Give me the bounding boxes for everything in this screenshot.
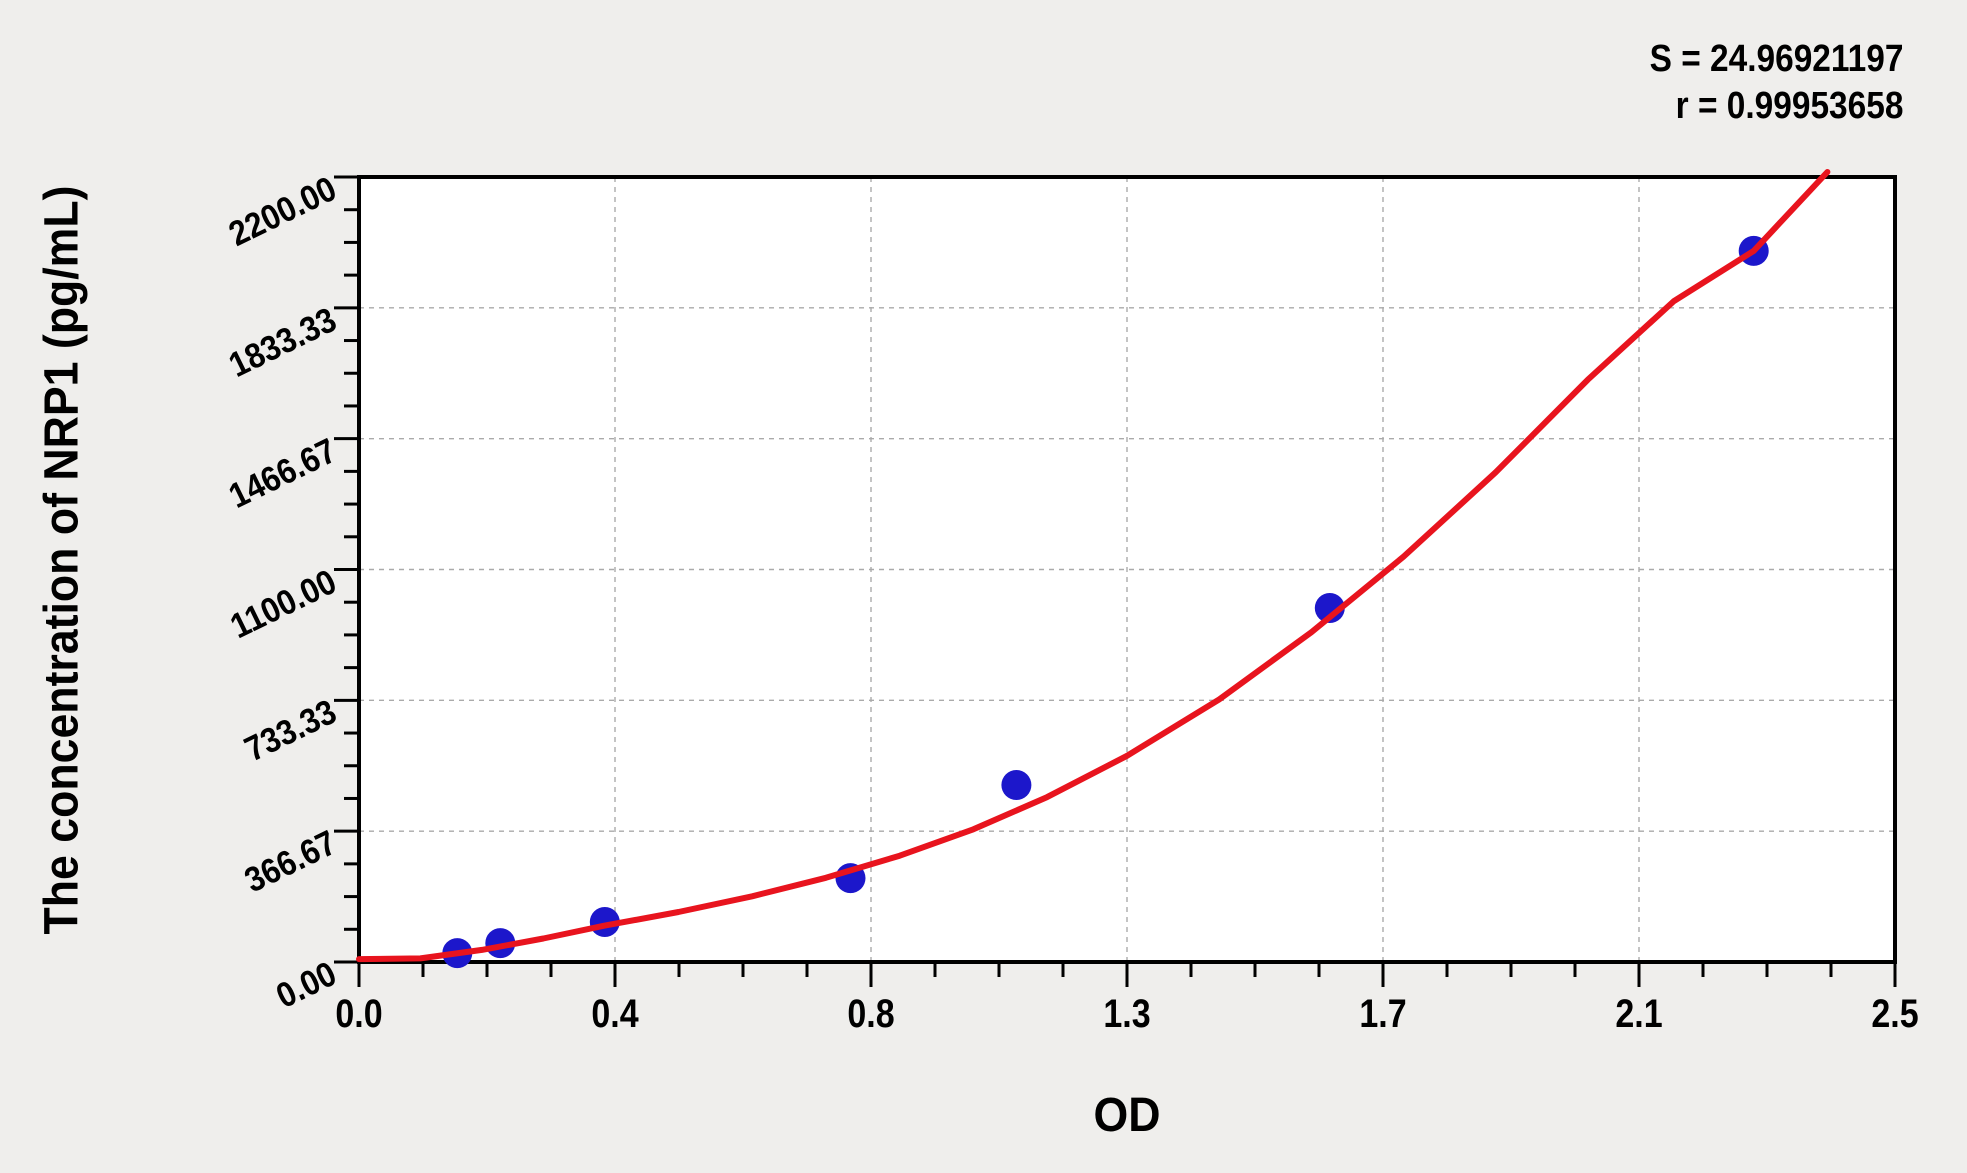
fitted-curve-line bbox=[356, 169, 1831, 963]
y-axis-title: The concentration of NRP1 (pg/mL) bbox=[35, 185, 89, 935]
data-point bbox=[1314, 593, 1345, 623]
x-tick-label: 2.1 bbox=[1615, 992, 1663, 1036]
fit-statistic-r: r = 0.99953658 bbox=[1675, 85, 1903, 127]
fit-statistics: S = 24.96921197 r = 0.99953658 bbox=[1649, 36, 1903, 130]
fit-statistic-s: S = 24.96921197 bbox=[1649, 38, 1903, 80]
x-tick-label: 0.0 bbox=[335, 992, 383, 1036]
data-point bbox=[1001, 770, 1032, 800]
x-tick-label: 1.3 bbox=[1103, 992, 1151, 1036]
x-tick-label: 0.4 bbox=[591, 992, 639, 1036]
x-axis-title: OD bbox=[1093, 1089, 1161, 1142]
x-tick-label: 0.8 bbox=[847, 992, 895, 1036]
x-tick-label: 2.5 bbox=[1871, 992, 1919, 1036]
plot-border bbox=[357, 175, 1897, 964]
x-tick-label: 1.7 bbox=[1359, 992, 1407, 1036]
